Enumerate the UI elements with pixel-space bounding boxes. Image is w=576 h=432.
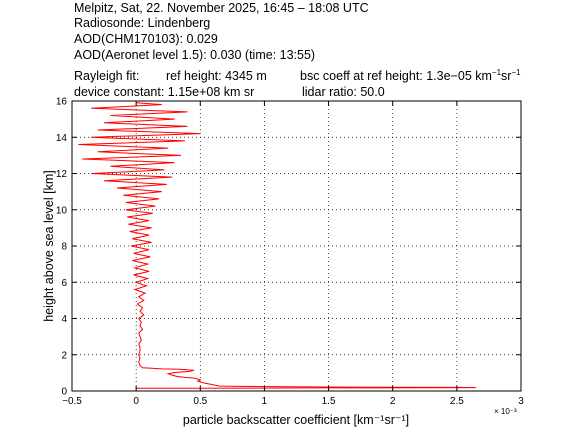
y-tick-label: 8 [61, 242, 67, 253]
x-tick-label: 1.5 [322, 396, 336, 407]
y-tick-label: 16 [56, 97, 68, 108]
header-line-site-time: Melpitz, Sat, 22. November 2025, 16:45 –… [74, 1, 369, 15]
x-tick-label: 2 [390, 396, 396, 407]
header-line-radiosonde: Radiosonde: Lindenberg [74, 16, 211, 30]
x-axis-multiplier: × 10⁻³ [494, 407, 517, 416]
bsc-coeff-value: bsc coeff at ref height: 1.3e−05 km−1sr−… [300, 68, 521, 84]
chart-grid [72, 101, 521, 391]
rayleigh-fit-label: Rayleigh fit: [74, 69, 140, 84]
x-axis-label: particle backscatter coefficient [km⁻¹sr… [183, 413, 409, 427]
y-tick-label: 14 [56, 133, 68, 144]
x-tick-label: 1 [262, 396, 268, 407]
y-tick-label: 0 [61, 387, 67, 398]
x-tick-label: 2.5 [450, 396, 464, 407]
x-tick-label: 0.5 [193, 396, 207, 407]
ref-height-value: ref height: 4345 m [166, 69, 267, 84]
backscatter-profile-line [78, 102, 477, 389]
x-tick-label: 0 [133, 396, 139, 407]
y-tick-label: 12 [56, 169, 68, 180]
header-line-device: device constant: 1.15e+08 km sr lidar rat… [74, 85, 385, 99]
lidar-ratio-value: lidar ratio: 50.0 [302, 85, 385, 99]
header-line-aod-chm: AOD(CHM170103): 0.029 [74, 32, 218, 46]
y-tick-label: 4 [61, 314, 67, 325]
device-constant-value: device constant: 1.15e+08 km sr [74, 85, 255, 99]
y-axis-label: height above sea level [km] [42, 170, 56, 321]
header-line-aod-aeronet: AOD(Aeronet level 1.5): 0.030 (time: 13:… [74, 48, 316, 62]
y-tick-label: 10 [56, 205, 68, 216]
header-line-rayleigh: Rayleigh fit: ref height: 4345 m bsc coeff… [74, 68, 521, 83]
x-tick-label: −0.5 [62, 396, 82, 407]
x-tick-label: 3 [518, 396, 524, 407]
y-tick-label: 6 [61, 278, 67, 289]
y-tick-label: 2 [61, 350, 67, 361]
